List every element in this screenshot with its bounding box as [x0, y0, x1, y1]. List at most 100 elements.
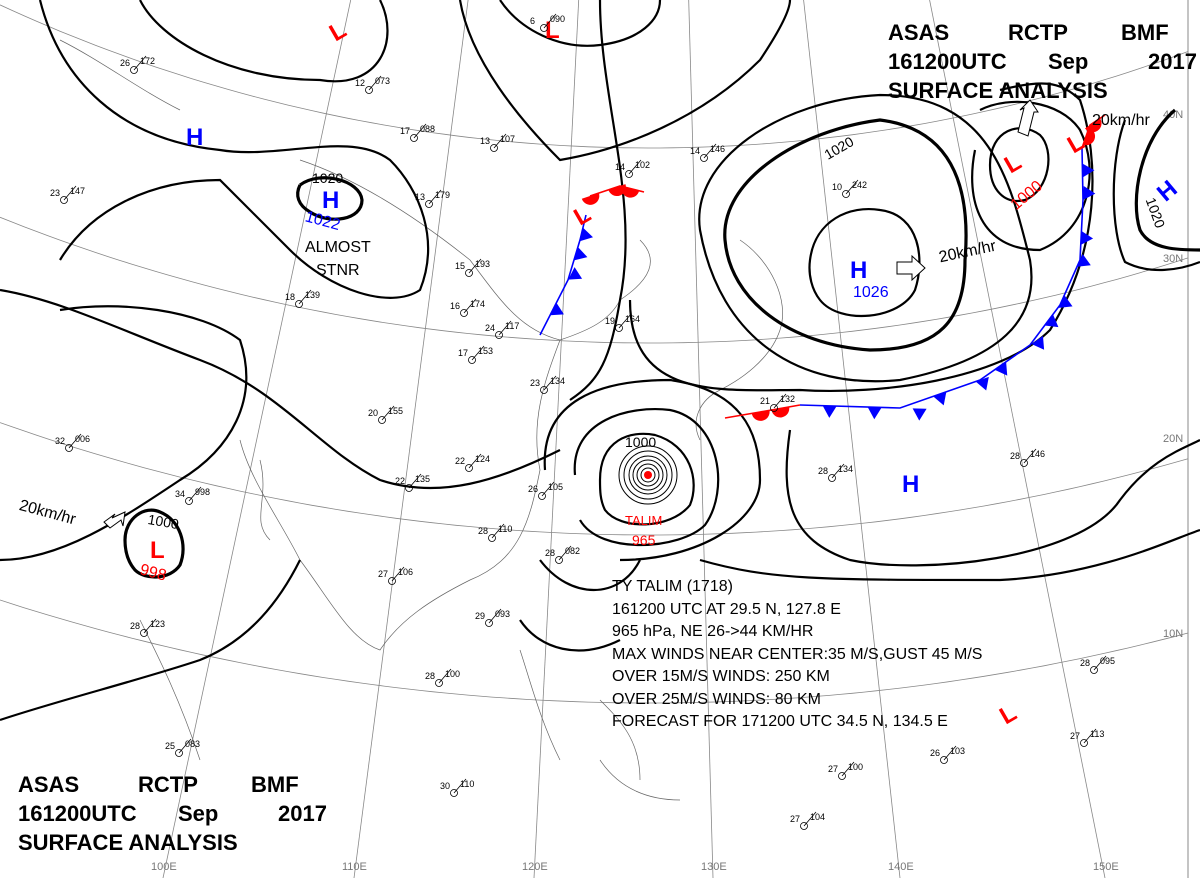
- station-pressure: 132: [780, 394, 795, 404]
- low-motion-label-ne: 20km/hr: [1092, 112, 1150, 129]
- station-circle-icon: [485, 619, 493, 627]
- low-motion-label-west: 20km/hr: [17, 497, 78, 529]
- warm-front-semicircle-icon: [771, 406, 790, 418]
- header-product: ASAS: [18, 772, 80, 797]
- station-temperature: 27: [378, 569, 388, 579]
- station-plot: 27 106: [378, 566, 413, 585]
- station-temperature: 27: [790, 814, 800, 824]
- station-circle-icon: [495, 331, 503, 339]
- header-station: RCTP: [138, 772, 198, 797]
- station-temperature: 23: [50, 188, 60, 198]
- station-temperature: 32: [55, 436, 65, 446]
- station-circle-icon: [410, 134, 418, 142]
- station-circle-icon: [65, 444, 73, 452]
- warm-front-semicircle-icon: [621, 186, 640, 198]
- station-pressure: 113: [1090, 729, 1104, 739]
- low-center-7: L: [995, 699, 1021, 730]
- wind-barb-icon: [391, 566, 405, 582]
- wind-barb-icon: [63, 185, 77, 201]
- station-circle-icon: [770, 404, 778, 412]
- cold-front-triangle-icon: [573, 246, 588, 261]
- station-temperature: 13: [480, 136, 490, 146]
- station-pressure: 110: [498, 524, 512, 534]
- latitude-line: [0, 599, 1189, 704]
- station-circle-icon: [1020, 459, 1028, 467]
- station-circle-icon: [838, 772, 846, 780]
- high-center-2: H: [322, 187, 339, 214]
- cold-front-triangle-icon: [550, 302, 564, 316]
- station-temperature: 12: [355, 78, 365, 88]
- cold-front-triangle-icon: [568, 267, 583, 280]
- station-plot: 26 103: [930, 745, 965, 764]
- almost-label: ALMOST: [305, 239, 371, 256]
- longitude-line: [533, 0, 580, 878]
- wind-barb-icon: [468, 453, 482, 469]
- station-circle-icon: [625, 170, 633, 178]
- cold-front-triangle-icon: [1083, 186, 1096, 200]
- low-center-2: L: [545, 17, 560, 44]
- typhoon-info-block: TY TALIM (1718) 161200 UTC AT 29.5 N, 12…: [612, 576, 982, 734]
- station-circle-icon: [130, 66, 138, 74]
- station-temperature: 20: [368, 408, 378, 418]
- station-temperature: 16: [450, 301, 460, 311]
- typhoon-pressure: 965: [632, 532, 656, 548]
- station-pressure: 124: [475, 454, 490, 464]
- station-plot: 26 172: [120, 55, 155, 74]
- header-product: ASAS: [888, 20, 950, 45]
- longitude-label: 120E: [522, 861, 548, 873]
- station-temperature: 28: [1010, 451, 1020, 461]
- wind-barb-icon: [841, 761, 855, 777]
- longitude-label: 110E: [342, 861, 367, 873]
- station-plot: 28 082: [545, 545, 580, 564]
- header-code: BMF: [251, 772, 299, 797]
- wind-barb-icon: [463, 298, 477, 314]
- motion-arrow-icon: [103, 511, 126, 529]
- header-month: Sep: [1048, 49, 1089, 74]
- cold-front-triangle-icon: [1058, 295, 1073, 308]
- station-temperature: 29: [475, 611, 485, 621]
- header-station: RCTP: [1008, 20, 1068, 45]
- header-month: Sep: [178, 801, 219, 826]
- isobar-label: 1000: [147, 511, 181, 532]
- station-temperature: 13: [415, 192, 425, 202]
- station-circle-icon: [185, 497, 193, 505]
- station-plot: 19 164: [605, 313, 640, 332]
- station-pressure: 242: [852, 180, 867, 190]
- wind-barb-icon: [413, 123, 427, 139]
- header-bottom-left: ASAS RCTP BMF 161200UTC Sep 2017 SURFACE ANA…: [18, 770, 327, 857]
- station-pressure: 090: [550, 14, 565, 24]
- header-code: BMF: [1121, 20, 1169, 45]
- header-title: SURFACE ANALYSIS: [888, 78, 1108, 103]
- low-center-1: L: [325, 16, 351, 47]
- station-plot: 27 113: [1070, 728, 1104, 747]
- station-temperature: 14: [615, 162, 625, 172]
- station-circle-icon: [538, 492, 546, 500]
- station-circle-icon: [405, 484, 413, 492]
- high-center-1: H: [186, 124, 203, 151]
- warm-front-semicircle-icon: [581, 193, 600, 205]
- wind-barb-icon: [453, 778, 467, 794]
- cold-front-triangle-icon: [1076, 253, 1091, 267]
- station-plot: 14 146: [690, 143, 725, 162]
- station-plot: 13 107: [480, 133, 515, 152]
- high-center-3: H: [850, 257, 867, 284]
- latitude-line: [0, 216, 1189, 344]
- longitude-line: [688, 0, 714, 878]
- wind-barb-icon: [1083, 728, 1097, 744]
- station-circle-icon: [1080, 739, 1088, 747]
- wind-barb-icon: [541, 481, 555, 497]
- cold-front-triangle-icon: [1082, 163, 1095, 178]
- wind-barb-icon: [178, 738, 192, 754]
- cold-front-triangle-icon: [1031, 335, 1045, 350]
- station-pressure: 083: [185, 739, 200, 749]
- station-plot: 17 088: [400, 123, 435, 142]
- station-circle-icon: [800, 822, 808, 830]
- station-circle-icon: [378, 416, 386, 424]
- station-temperature: 28: [818, 466, 828, 476]
- station-circle-icon: [465, 464, 473, 472]
- stnr-label: STNR: [316, 262, 360, 279]
- station-pressure: 998: [195, 487, 210, 497]
- station-temperature: 22: [455, 456, 465, 466]
